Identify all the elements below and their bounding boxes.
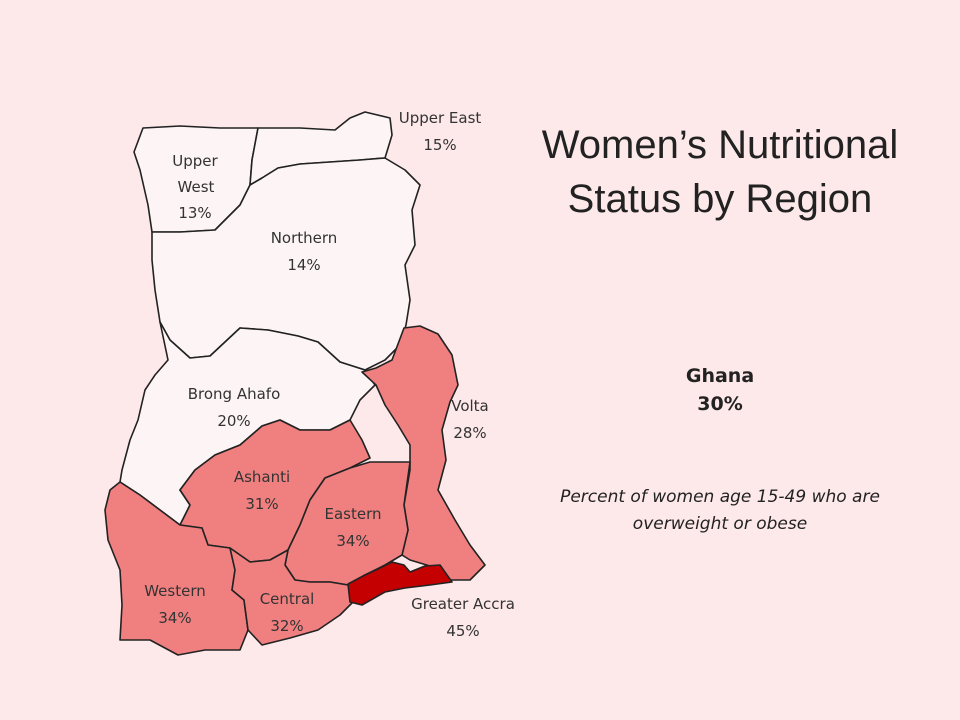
region-greater-accra[interactable] [347, 561, 453, 606]
label-eastern-name: Eastern [324, 505, 381, 523]
label-brong-ahafo-value: 20% [217, 412, 250, 430]
label-central-name: Central [260, 590, 315, 608]
label-ashanti-name: Ashanti [234, 468, 290, 486]
page-title: Women’s Nutritional Status by Region [541, 123, 899, 221]
label-central-value: 32% [270, 617, 303, 635]
label-northern-name: Northern [271, 229, 338, 247]
label-western-name: Western [144, 582, 206, 600]
label-greater-accra-name: Greater Accra [411, 595, 515, 613]
national-value: 30% [697, 393, 743, 415]
label-upper-east-name: Upper East [399, 109, 482, 127]
indicator-description: Percent of women age 15-49 who are overw… [560, 487, 880, 534]
label-brong-ahafo-name: Brong Ahafo [188, 385, 281, 403]
label-eastern-value: 34% [336, 532, 369, 550]
label-greater-accra-value: 45% [446, 622, 479, 640]
label-volta-value: 28% [453, 424, 486, 442]
region-volta[interactable] [361, 325, 486, 581]
label-volta-name: Volta [451, 397, 489, 415]
label-northern-value: 14% [287, 256, 320, 274]
label-upper-west-value: 13% [178, 204, 211, 222]
label-western-value: 34% [158, 609, 191, 627]
label-ashanti-value: 31% [245, 495, 278, 513]
label-upper-west-name: Upper [172, 152, 218, 170]
label-upper-west-name2: West [178, 178, 215, 196]
label-upper-east-value: 15% [423, 136, 456, 154]
national-summary: Ghana 30% [620, 362, 820, 418]
national-name: Ghana [685, 365, 755, 387]
